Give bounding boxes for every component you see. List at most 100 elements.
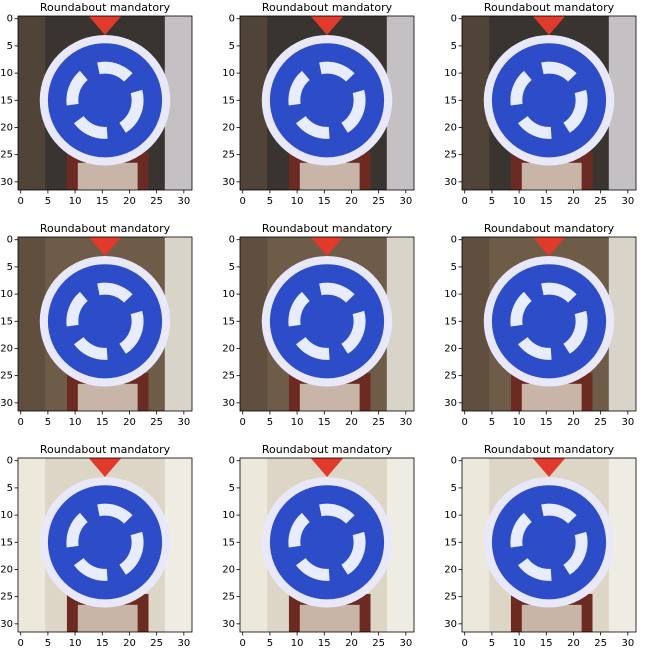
x-tick-label: 30	[177, 417, 190, 428]
plate-inner	[299, 383, 360, 411]
image	[462, 16, 636, 190]
x-tick-label: 10	[513, 196, 526, 207]
y-tick-label: 25	[444, 150, 457, 161]
x-tick-label: 15	[318, 196, 331, 207]
y-tick-label: 10	[222, 510, 235, 521]
axes-frame	[17, 457, 193, 633]
sign-arrows	[510, 503, 588, 581]
image-content	[462, 458, 636, 632]
x-tick-label: 0	[240, 417, 246, 428]
red-triangle	[310, 16, 344, 36]
y-tick-label: 10	[444, 510, 457, 521]
y-tick-label: 30	[0, 177, 13, 188]
y-tick-label: 10	[0, 289, 13, 300]
sign-arrows	[66, 61, 144, 139]
image-content	[18, 237, 192, 411]
image	[18, 237, 192, 411]
x-tick-label: 20	[567, 196, 580, 207]
axes-frame	[461, 457, 637, 633]
y-tick-label: 0	[229, 235, 235, 246]
y-tick-label: 0	[451, 456, 457, 467]
x-tick-label: 20	[345, 196, 358, 207]
plate-inner	[299, 162, 360, 190]
y-tick-label: 25	[444, 371, 457, 382]
image	[462, 237, 636, 411]
y-tick-label: 5	[451, 262, 457, 273]
red-triangle	[532, 237, 566, 257]
axes-frame	[17, 236, 193, 412]
x-tick-label: 10	[291, 638, 304, 649]
x-tick-label: 10	[69, 638, 82, 649]
x-tick-label: 0	[18, 196, 24, 207]
y-tick-label: 15	[0, 95, 13, 106]
image	[462, 458, 636, 632]
red-triangle	[532, 458, 566, 478]
y-tick-label: 5	[7, 41, 13, 52]
x-tick-label: 25	[150, 638, 163, 649]
x-tick-label: 15	[96, 638, 109, 649]
image	[240, 16, 414, 190]
axes-title: Roundabout mandatory	[484, 443, 615, 456]
axes-title: Roundabout mandatory	[484, 222, 615, 235]
x-tick-label: 15	[318, 638, 331, 649]
plate-inner	[77, 383, 138, 411]
y-tick-label: 5	[7, 483, 13, 494]
x-tick-label: 15	[540, 196, 553, 207]
x-tick-label: 25	[372, 638, 385, 649]
y-tick-label: 0	[7, 456, 13, 467]
x-tick-label: 20	[123, 196, 136, 207]
y-tick-label: 30	[444, 398, 457, 409]
y-tick-label: 25	[222, 150, 235, 161]
y-tick-label: 20	[222, 122, 235, 133]
x-tick-label: 30	[399, 417, 412, 428]
sign-disc	[47, 43, 163, 158]
sign-disc	[269, 485, 385, 600]
x-tick-label: 0	[462, 417, 468, 428]
plate-inner	[521, 162, 582, 190]
image-content	[462, 237, 636, 411]
x-tick-label: 5	[267, 638, 273, 649]
x-tick-label: 5	[267, 196, 273, 207]
y-tick-label: 25	[0, 592, 13, 603]
y-tick-label: 15	[444, 537, 457, 548]
x-tick-label: 15	[540, 417, 553, 428]
sign-arrows	[510, 282, 588, 360]
sign-disc	[491, 264, 607, 379]
x-tick-label: 25	[372, 196, 385, 207]
y-tick-label: 15	[0, 537, 13, 548]
sign-disc	[491, 485, 607, 600]
x-tick-label: 0	[240, 196, 246, 207]
axes-frame	[239, 457, 415, 633]
x-tick-label: 0	[462, 196, 468, 207]
y-tick-label: 10	[444, 68, 457, 79]
sign-arrows	[66, 503, 144, 581]
plate-inner	[299, 604, 360, 632]
y-tick-label: 0	[451, 235, 457, 246]
x-tick-label: 5	[489, 638, 495, 649]
y-tick-label: 15	[0, 316, 13, 327]
y-tick-label: 10	[222, 68, 235, 79]
x-tick-label: 10	[69, 196, 82, 207]
y-tick-label: 0	[7, 14, 13, 25]
sign-disc	[491, 43, 607, 158]
x-tick-label: 25	[150, 196, 163, 207]
y-tick-label: 25	[0, 150, 13, 161]
red-triangle	[532, 16, 566, 36]
y-tick-label: 30	[222, 177, 235, 188]
image	[18, 16, 192, 190]
image	[240, 237, 414, 411]
image-content	[18, 16, 192, 190]
image-content	[240, 16, 414, 190]
red-triangle	[310, 458, 344, 478]
x-tick-label: 5	[45, 638, 51, 649]
axes-frame	[461, 236, 637, 412]
sign-arrows	[288, 282, 366, 360]
sign-arrows	[288, 61, 366, 139]
x-tick-label: 30	[399, 196, 412, 207]
x-tick-label: 30	[621, 638, 634, 649]
y-tick-label: 15	[444, 316, 457, 327]
image-content	[240, 458, 414, 632]
y-tick-label: 15	[444, 95, 457, 106]
axes-title: Roundabout mandatory	[262, 443, 393, 456]
y-tick-label: 0	[229, 14, 235, 25]
